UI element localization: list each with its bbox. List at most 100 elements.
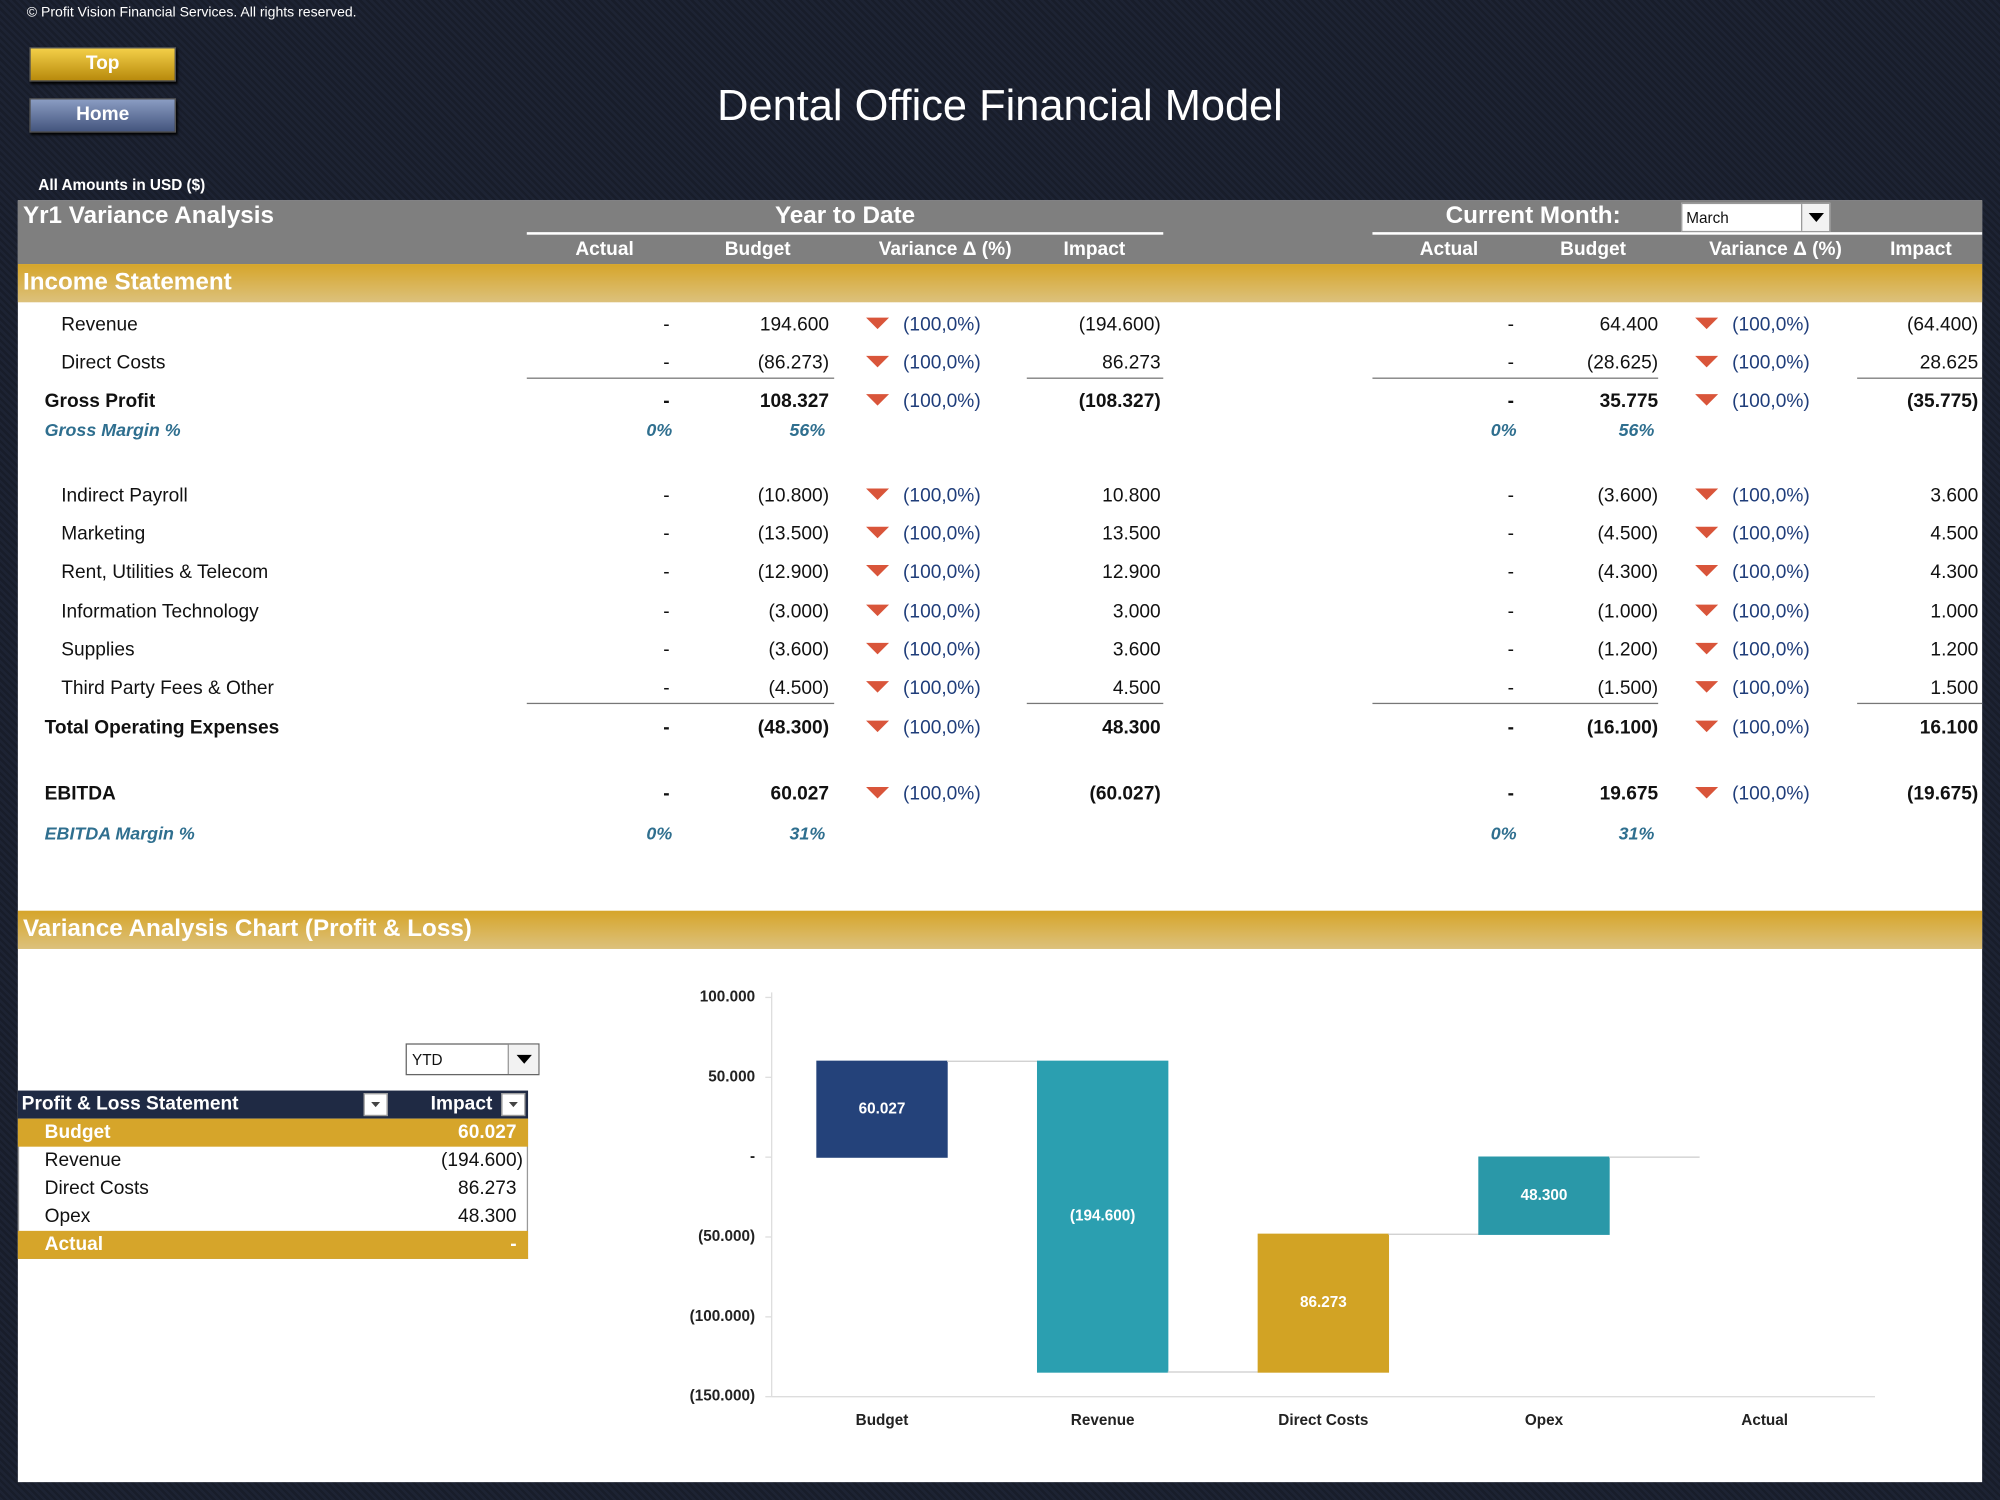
impact-value: 86.273 <box>1102 352 1161 374</box>
copyright: © Profit Vision Financial Services. All … <box>26 5 357 21</box>
row-label: Gross Margin % <box>44 419 181 441</box>
top-button[interactable]: Top <box>29 47 177 82</box>
filter-icon <box>371 1102 381 1108</box>
variance-value: (100,0%) <box>903 313 981 336</box>
bar <box>1036 1060 1169 1373</box>
bar-label: (194.600) <box>1070 1208 1135 1225</box>
impact-value: 48.300 <box>1102 716 1161 739</box>
variance-value: (100,0%) <box>1732 600 1810 623</box>
budget-value: 194.600 <box>759 313 830 336</box>
impact-value: (35.775) <box>1907 390 1979 412</box>
actual-value: - <box>663 561 670 583</box>
actual-value: - <box>1507 600 1515 623</box>
variance-value: (100,0%) <box>903 561 981 583</box>
budget-value: (4.500) <box>1597 522 1659 545</box>
down-arrow-icon <box>866 488 890 500</box>
section-title: Income Statement <box>22 269 232 296</box>
subtotal-line <box>526 702 835 705</box>
actual-value: - <box>663 484 670 507</box>
current-month-title: Current Month: <box>1445 202 1621 230</box>
budget-value: (1.500) <box>1597 677 1659 699</box>
dropdown-arrow <box>1801 204 1830 231</box>
pnl-highlight-row <box>17 1230 529 1259</box>
row-label: Supplies <box>61 639 135 661</box>
impact-value: 1.500 <box>1930 677 1979 699</box>
budget-value: 19.675 <box>1599 783 1659 805</box>
pnl-impact: 48.300 <box>458 1205 517 1228</box>
bar-label: 86.273 <box>1300 1294 1347 1311</box>
budget-value: (28.625) <box>1586 352 1659 374</box>
row-label: EBITDA <box>44 783 116 805</box>
down-arrow-icon <box>1695 394 1719 406</box>
filter-button[interactable] <box>363 1093 388 1117</box>
bar <box>816 1060 948 1158</box>
home-button[interactable]: Home <box>29 98 177 133</box>
variance-value: (100,0%) <box>1732 677 1810 699</box>
variance-value: (100,0%) <box>1732 352 1810 374</box>
impact-value: 3.600 <box>1112 639 1161 661</box>
column-header: Variance Δ (%) <box>1709 238 1842 261</box>
pnl-impact: 86.273 <box>458 1177 517 1199</box>
down-arrow-icon <box>866 681 890 693</box>
subtotal-line <box>1857 377 1983 379</box>
variance-value: (100,0%) <box>903 716 981 739</box>
budget-value: (13.500) <box>757 522 830 545</box>
subtotal-line <box>1026 377 1164 379</box>
analysis-title: Yr1 Variance Analysis <box>22 202 274 230</box>
column-header: Actual <box>575 238 634 261</box>
budget-value: (1.000) <box>1597 600 1659 623</box>
row-label: Gross Profit <box>44 390 156 412</box>
dropdown-arrow <box>507 1044 539 1074</box>
actual-value: - <box>663 390 670 412</box>
row-label: Information Technology <box>61 600 259 623</box>
column-header: Impact <box>1890 238 1952 261</box>
variance-value: (100,0%) <box>1732 522 1810 545</box>
pnl-impact: (194.600) <box>441 1149 523 1171</box>
pnl-header-label: Profit & Loss Statement <box>21 1093 239 1115</box>
y-tick-label: (100.000) <box>690 1308 755 1325</box>
impact-value: (108.327) <box>1078 390 1161 412</box>
down-arrow-icon <box>866 394 890 406</box>
actual-value: 0% <box>646 822 673 844</box>
impact-value: 28.625 <box>1919 352 1979 374</box>
variance-value: (100,0%) <box>903 677 981 699</box>
actual-value: 0% <box>1490 822 1517 844</box>
variance-value: (100,0%) <box>903 522 981 545</box>
budget-value: (4.300) <box>1597 561 1659 583</box>
filter-button[interactable] <box>501 1093 526 1117</box>
pnl-label: Budget <box>44 1121 111 1143</box>
bar-label: 60.027 <box>859 1100 906 1117</box>
subtotal-line <box>1372 702 1659 705</box>
row-label: Marketing <box>61 522 146 545</box>
impact-value: 3.600 <box>1930 484 1979 507</box>
down-arrow-icon <box>866 720 890 733</box>
budget-value: (10.800) <box>757 484 830 507</box>
down-arrow-icon <box>1695 488 1719 500</box>
bar <box>1478 1156 1610 1235</box>
budget-value: 56% <box>789 419 826 441</box>
pnl-header <box>17 1090 529 1119</box>
y-tick-label: (150.000) <box>690 1388 755 1405</box>
actual-value: - <box>1507 390 1515 412</box>
impact-value: 1.200 <box>1930 639 1979 661</box>
impact-value: 12.900 <box>1102 561 1161 583</box>
variance-value: (100,0%) <box>1732 313 1810 336</box>
variance-value: (100,0%) <box>1732 484 1810 507</box>
actual-value: - <box>1507 783 1515 805</box>
variance-value: (100,0%) <box>903 639 981 661</box>
actual-value: 0% <box>646 419 673 441</box>
budget-value: (4.500) <box>768 677 830 699</box>
row-label: Rent, Utilities & Telecom <box>61 561 269 583</box>
variance-value: (100,0%) <box>903 352 981 374</box>
amounts-note: All Amounts in USD ($) <box>38 176 206 194</box>
column-header: Budget <box>724 238 791 261</box>
down-arrow-icon <box>866 355 890 368</box>
actual-value: - <box>663 639 670 661</box>
month-dropdown[interactable]: March <box>1681 202 1831 233</box>
impact-value: (19.675) <box>1907 783 1979 805</box>
column-header: Variance Δ (%) <box>878 238 1012 261</box>
actual-value: - <box>1507 484 1515 507</box>
variance-value: (100,0%) <box>1732 783 1810 805</box>
period-dropdown[interactable]: YTD <box>405 1043 540 1076</box>
